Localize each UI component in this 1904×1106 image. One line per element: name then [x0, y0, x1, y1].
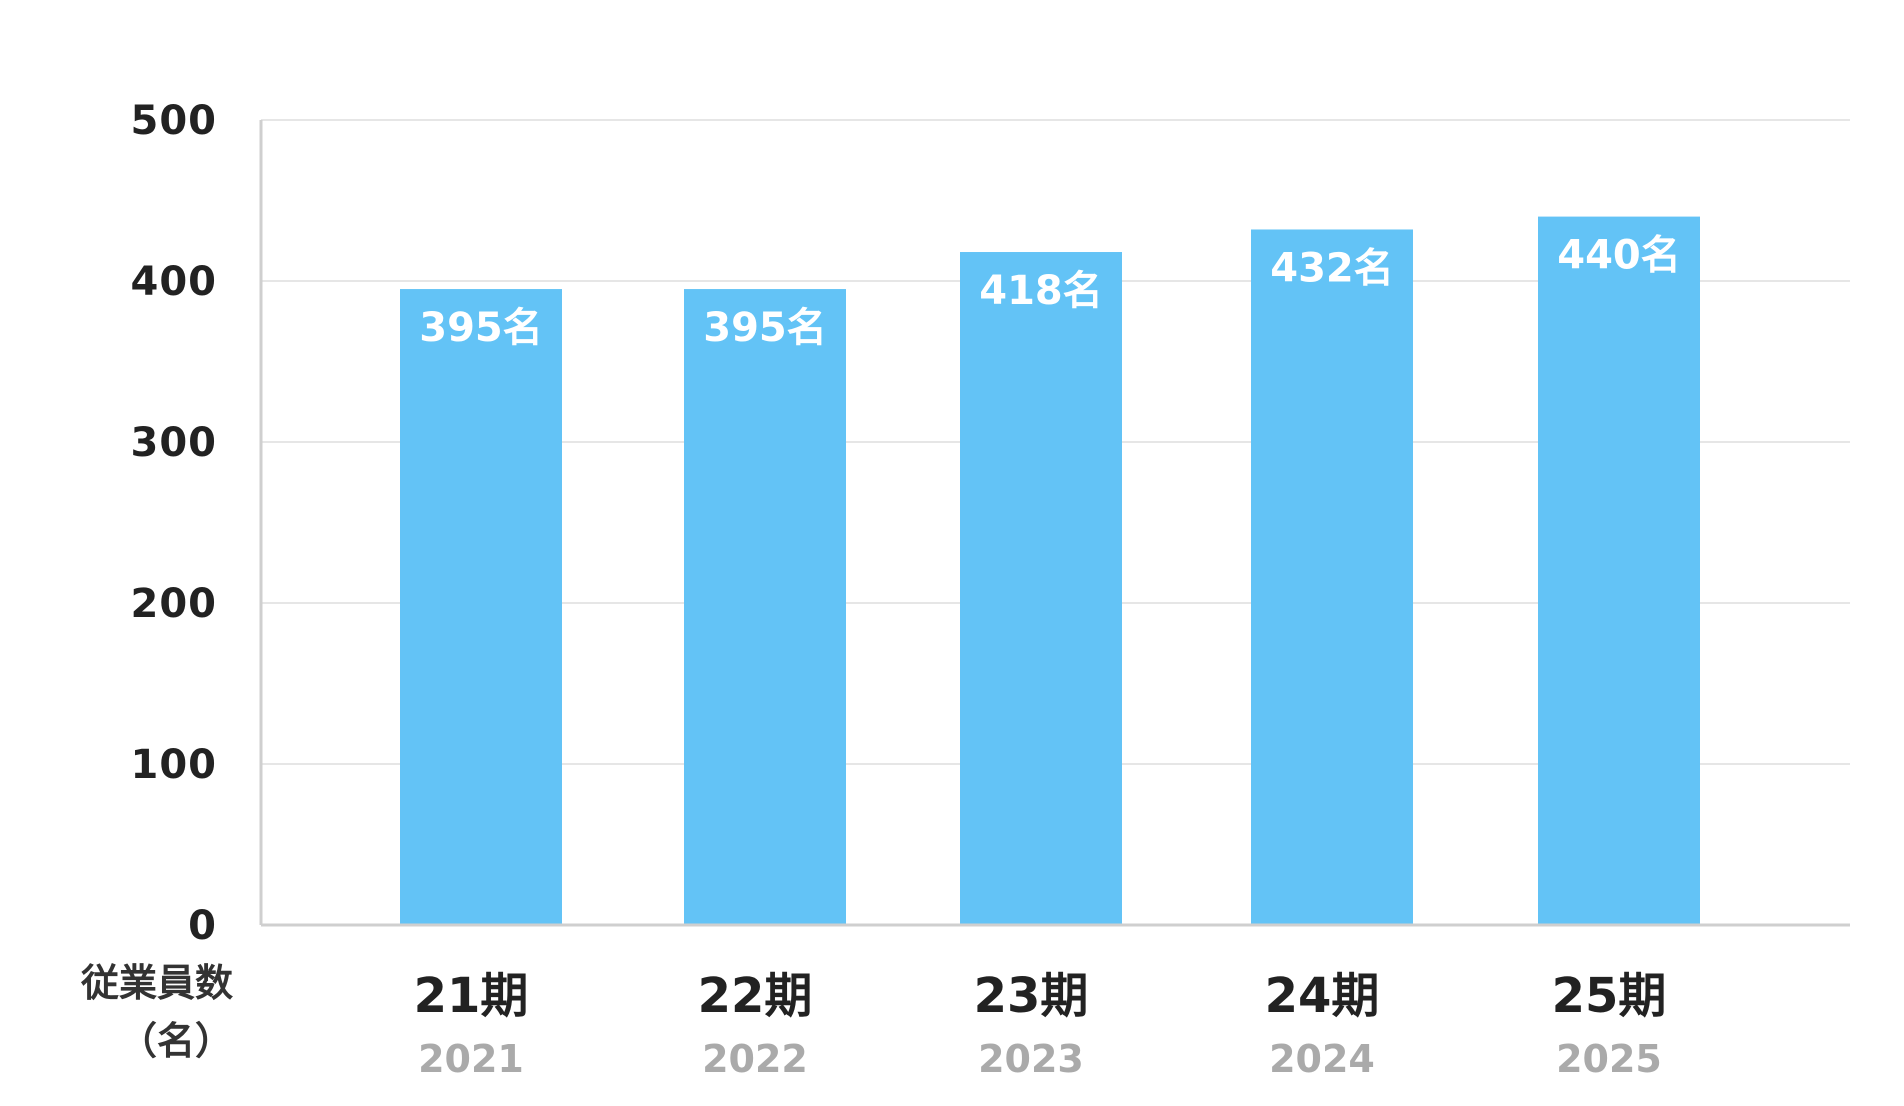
- x-category-year: 2023: [978, 1037, 1084, 1081]
- bar-data-label: 418名: [979, 268, 1103, 314]
- bars: 395名 395名 418名 432名 440名: [400, 216, 1700, 926]
- unit-label-line-1: 従業員数: [80, 961, 233, 1005]
- unit-label-line-2: （名）: [119, 1019, 233, 1063]
- bar: [1538, 216, 1700, 926]
- x-category-labels: 21期 2021 22期 2022 23期 2023 24期 2024 25期 2025: [414, 968, 1667, 1081]
- x-category-year: 2024: [1269, 1037, 1375, 1081]
- y-tick-label: 100: [131, 742, 218, 788]
- x-category-label: 24期: [1265, 968, 1380, 1024]
- bar: [684, 289, 846, 925]
- x-category-label: 22期: [698, 968, 813, 1024]
- y-tick-label: 0: [188, 903, 217, 949]
- x-category-year: 2022: [702, 1037, 808, 1081]
- x-category-year: 2021: [418, 1037, 524, 1081]
- bar: [960, 252, 1122, 925]
- y-tick-label: 300: [131, 420, 218, 466]
- y-tick-labels: 0 100 200 300 400 500: [131, 98, 218, 949]
- bar-data-label: 395名: [419, 305, 543, 351]
- x-category-label: 21期: [414, 968, 529, 1024]
- bar-data-label: 440名: [1557, 233, 1681, 279]
- y-tick-label: 200: [131, 581, 218, 627]
- x-category-label: 23期: [974, 968, 1089, 1024]
- bar-data-label: 432名: [1270, 245, 1394, 291]
- bar-data-label: 395名: [703, 305, 827, 351]
- x-category-year: 2025: [1556, 1037, 1662, 1081]
- bar: [1251, 229, 1413, 926]
- bar: [400, 289, 562, 925]
- axes: [259, 120, 1850, 927]
- y-tick-label: 400: [131, 259, 218, 305]
- x-category-label: 25期: [1552, 968, 1667, 1024]
- y-tick-label: 500: [131, 98, 218, 144]
- y-axis-unit-label: 従業員数 （名）: [80, 961, 233, 1063]
